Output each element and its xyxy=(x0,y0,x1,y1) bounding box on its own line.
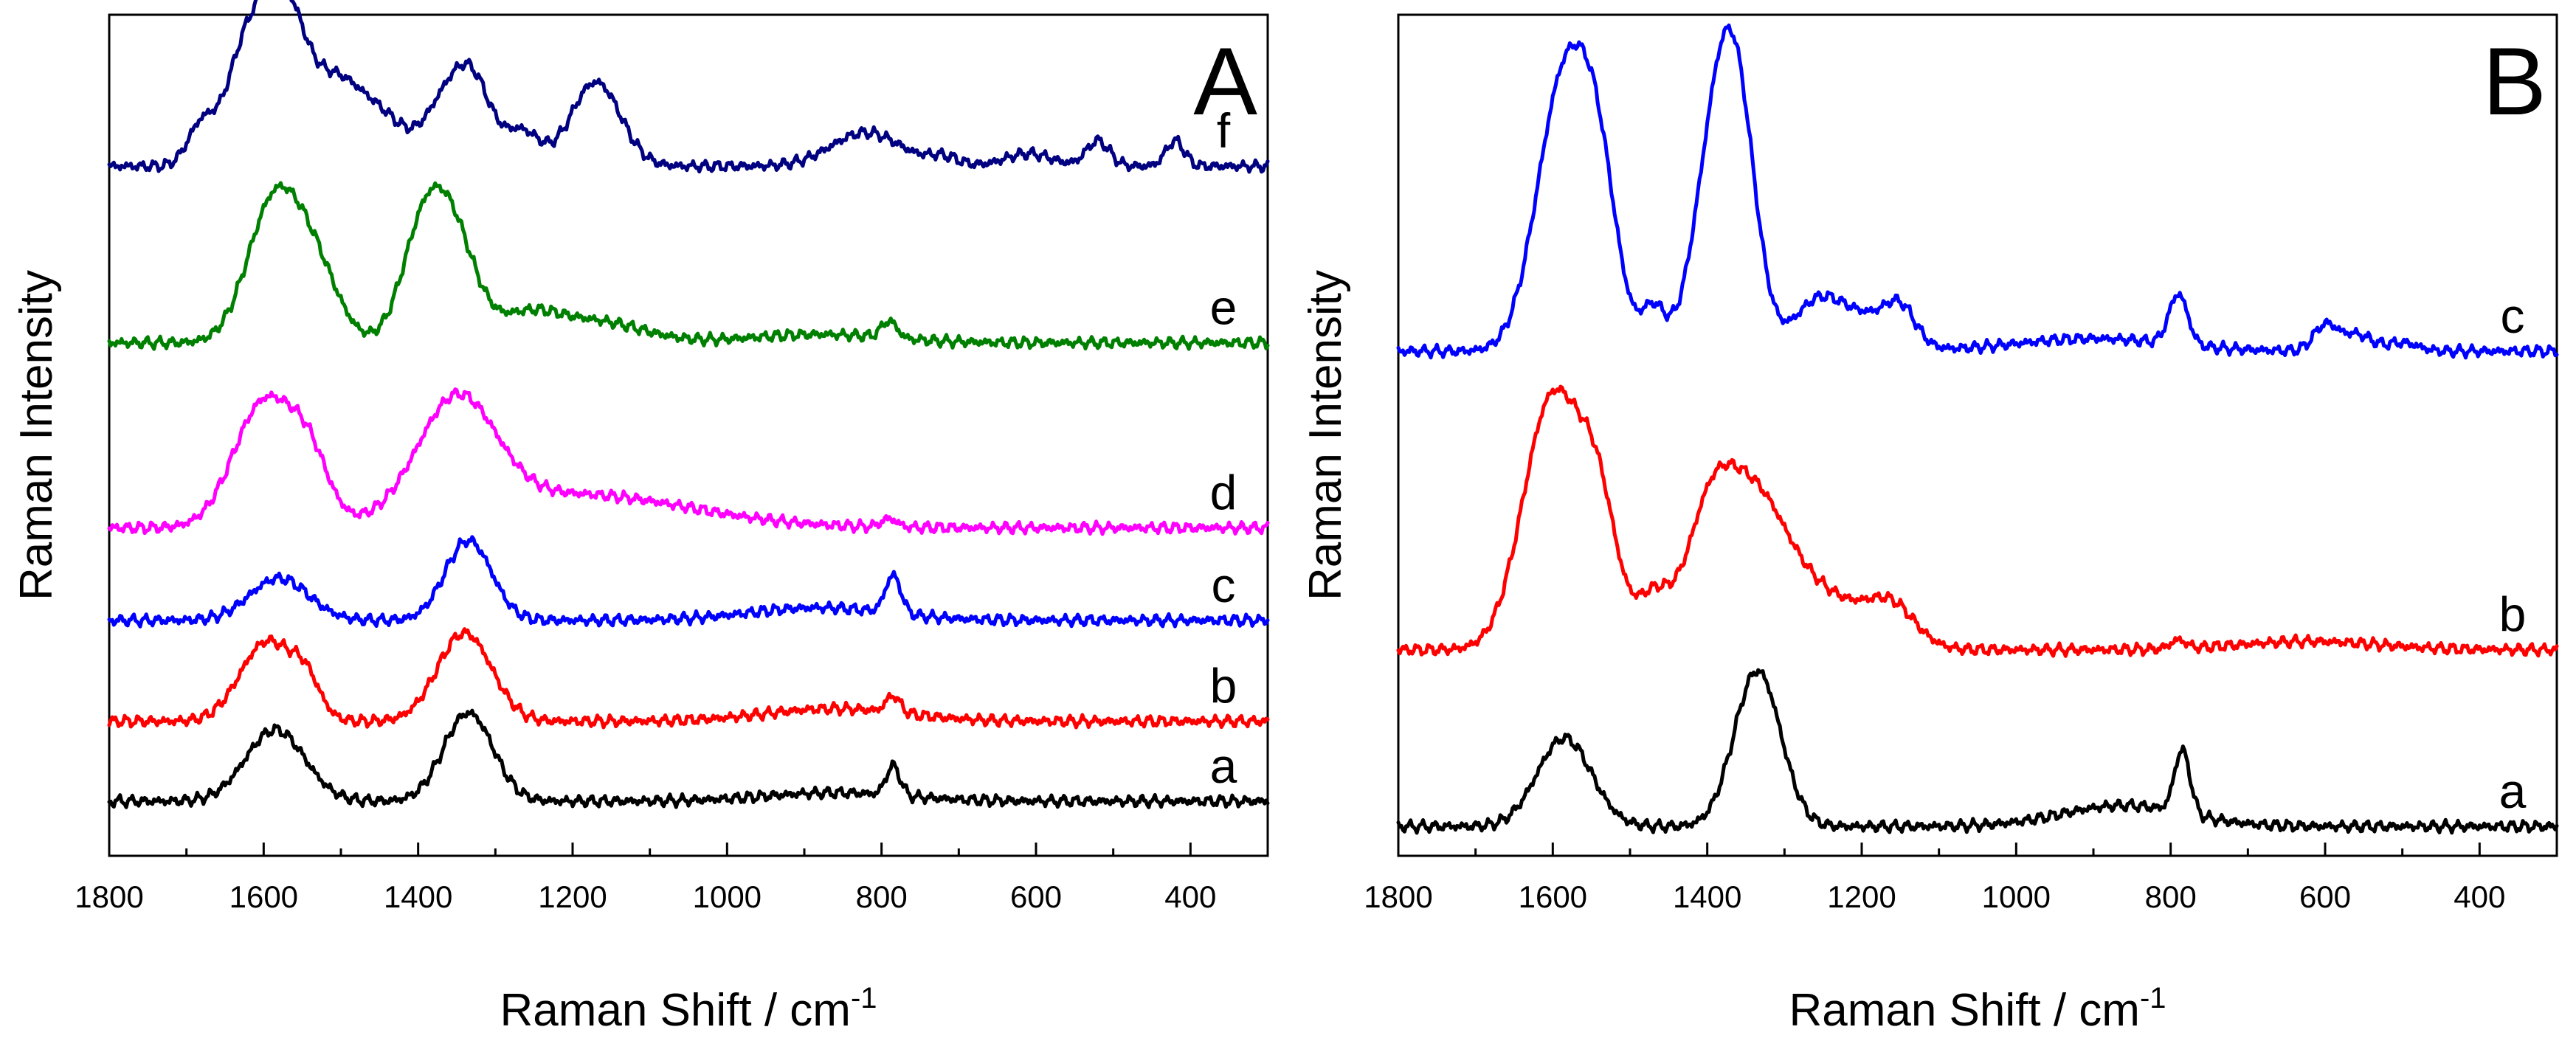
panel-b-label: B xyxy=(2482,27,2546,135)
panel-b-y-axis-title: Raman Intensity xyxy=(1300,270,1351,601)
panel-a-series-d-label: d xyxy=(1210,465,1237,519)
panel-a-series-f-label: f xyxy=(1217,103,1231,158)
panel-a-x-tick-label-1800: 1800 xyxy=(75,879,143,914)
panel-b-ticks: 1800 1600 1400 1200 1000 800 600 400 xyxy=(1364,843,2505,914)
panel-b-series-c-label: c xyxy=(2501,288,2525,343)
panel-a-series-c-line xyxy=(107,535,1270,629)
panel-b-x-tick-label-1400: 1400 xyxy=(1673,879,1741,914)
panel-a-x-tick-label-800: 800 xyxy=(856,879,908,914)
panel-a-x-axis-title: Raman Shift / cm-1 xyxy=(500,982,877,1036)
panel-b-x-axis-title: Raman Shift / cm-1 xyxy=(1789,982,2166,1036)
panel-b-series-a-label: a xyxy=(2499,764,2527,818)
panel-a-series-b-line xyxy=(107,627,1270,730)
panel-a-frame xyxy=(108,13,1269,857)
panel-a-x-tick-label-1200: 1200 xyxy=(538,879,607,914)
panel-a-series-f-line xyxy=(107,0,1270,174)
panel-b-x-tick-label-400: 400 xyxy=(2454,879,2505,914)
panel-b-series: a b c xyxy=(1396,23,2559,835)
panel-b-x-tick-label-1600: 1600 xyxy=(1519,879,1587,914)
panel-a-series-d-line xyxy=(107,387,1270,536)
panel-a-series-e-line xyxy=(107,181,1270,351)
panel-b-x-tick-label-1800: 1800 xyxy=(1364,879,1432,914)
panel-b-series-a-line xyxy=(1396,668,2559,835)
panel-a-y-axis-title: Raman Intensity xyxy=(11,270,62,601)
panel-a-series-a-line xyxy=(107,708,1270,809)
panel-a-label: A xyxy=(1193,27,1257,135)
panel-b-x-axis-title-superscript: -1 xyxy=(2140,982,2166,1014)
panel-a-x-tick-label-400: 400 xyxy=(1164,879,1216,914)
panel-b-series-b-label: b xyxy=(2499,587,2527,642)
panel-b-x-tick-label-1000: 1000 xyxy=(1982,879,2051,914)
panel-a-x-tick-label-1600: 1600 xyxy=(229,879,298,914)
panel-b-x-tick-label-600: 600 xyxy=(2299,879,2351,914)
panel-a-x-axis-title-superscript: -1 xyxy=(851,982,877,1014)
panel-a-series-c-label: c xyxy=(1212,558,1236,612)
panel-a-x-axis-title-text: Raman Shift / cm xyxy=(500,985,850,1036)
panel-a-series-a-label: a xyxy=(1210,739,1237,793)
panel-a-ticks: 1800 1600 1400 1200 1000 800 600 400 xyxy=(75,843,1216,914)
panel-b-frame xyxy=(1397,13,2558,857)
panel-b-series-b-line xyxy=(1396,384,2559,658)
panel-b-x-tick-label-800: 800 xyxy=(2145,879,2197,914)
panel-b: 1800 1600 1400 1200 1000 800 600 400 a b c B Rama… xyxy=(1300,13,2559,1036)
panel-a-x-tick-label-600: 600 xyxy=(1010,879,1062,914)
panel-a-series-b-label: b xyxy=(1210,659,1237,713)
panel-a-series-e-label: e xyxy=(1210,280,1237,335)
panel-a-x-tick-label-1000: 1000 xyxy=(693,879,762,914)
panel-b-x-tick-label-1200: 1200 xyxy=(1827,879,1896,914)
panel-b-series-c-line xyxy=(1396,23,2559,360)
panel-a-x-tick-label-1400: 1400 xyxy=(384,879,452,914)
panel-b-x-axis-title-text: Raman Shift / cm xyxy=(1789,985,2139,1036)
